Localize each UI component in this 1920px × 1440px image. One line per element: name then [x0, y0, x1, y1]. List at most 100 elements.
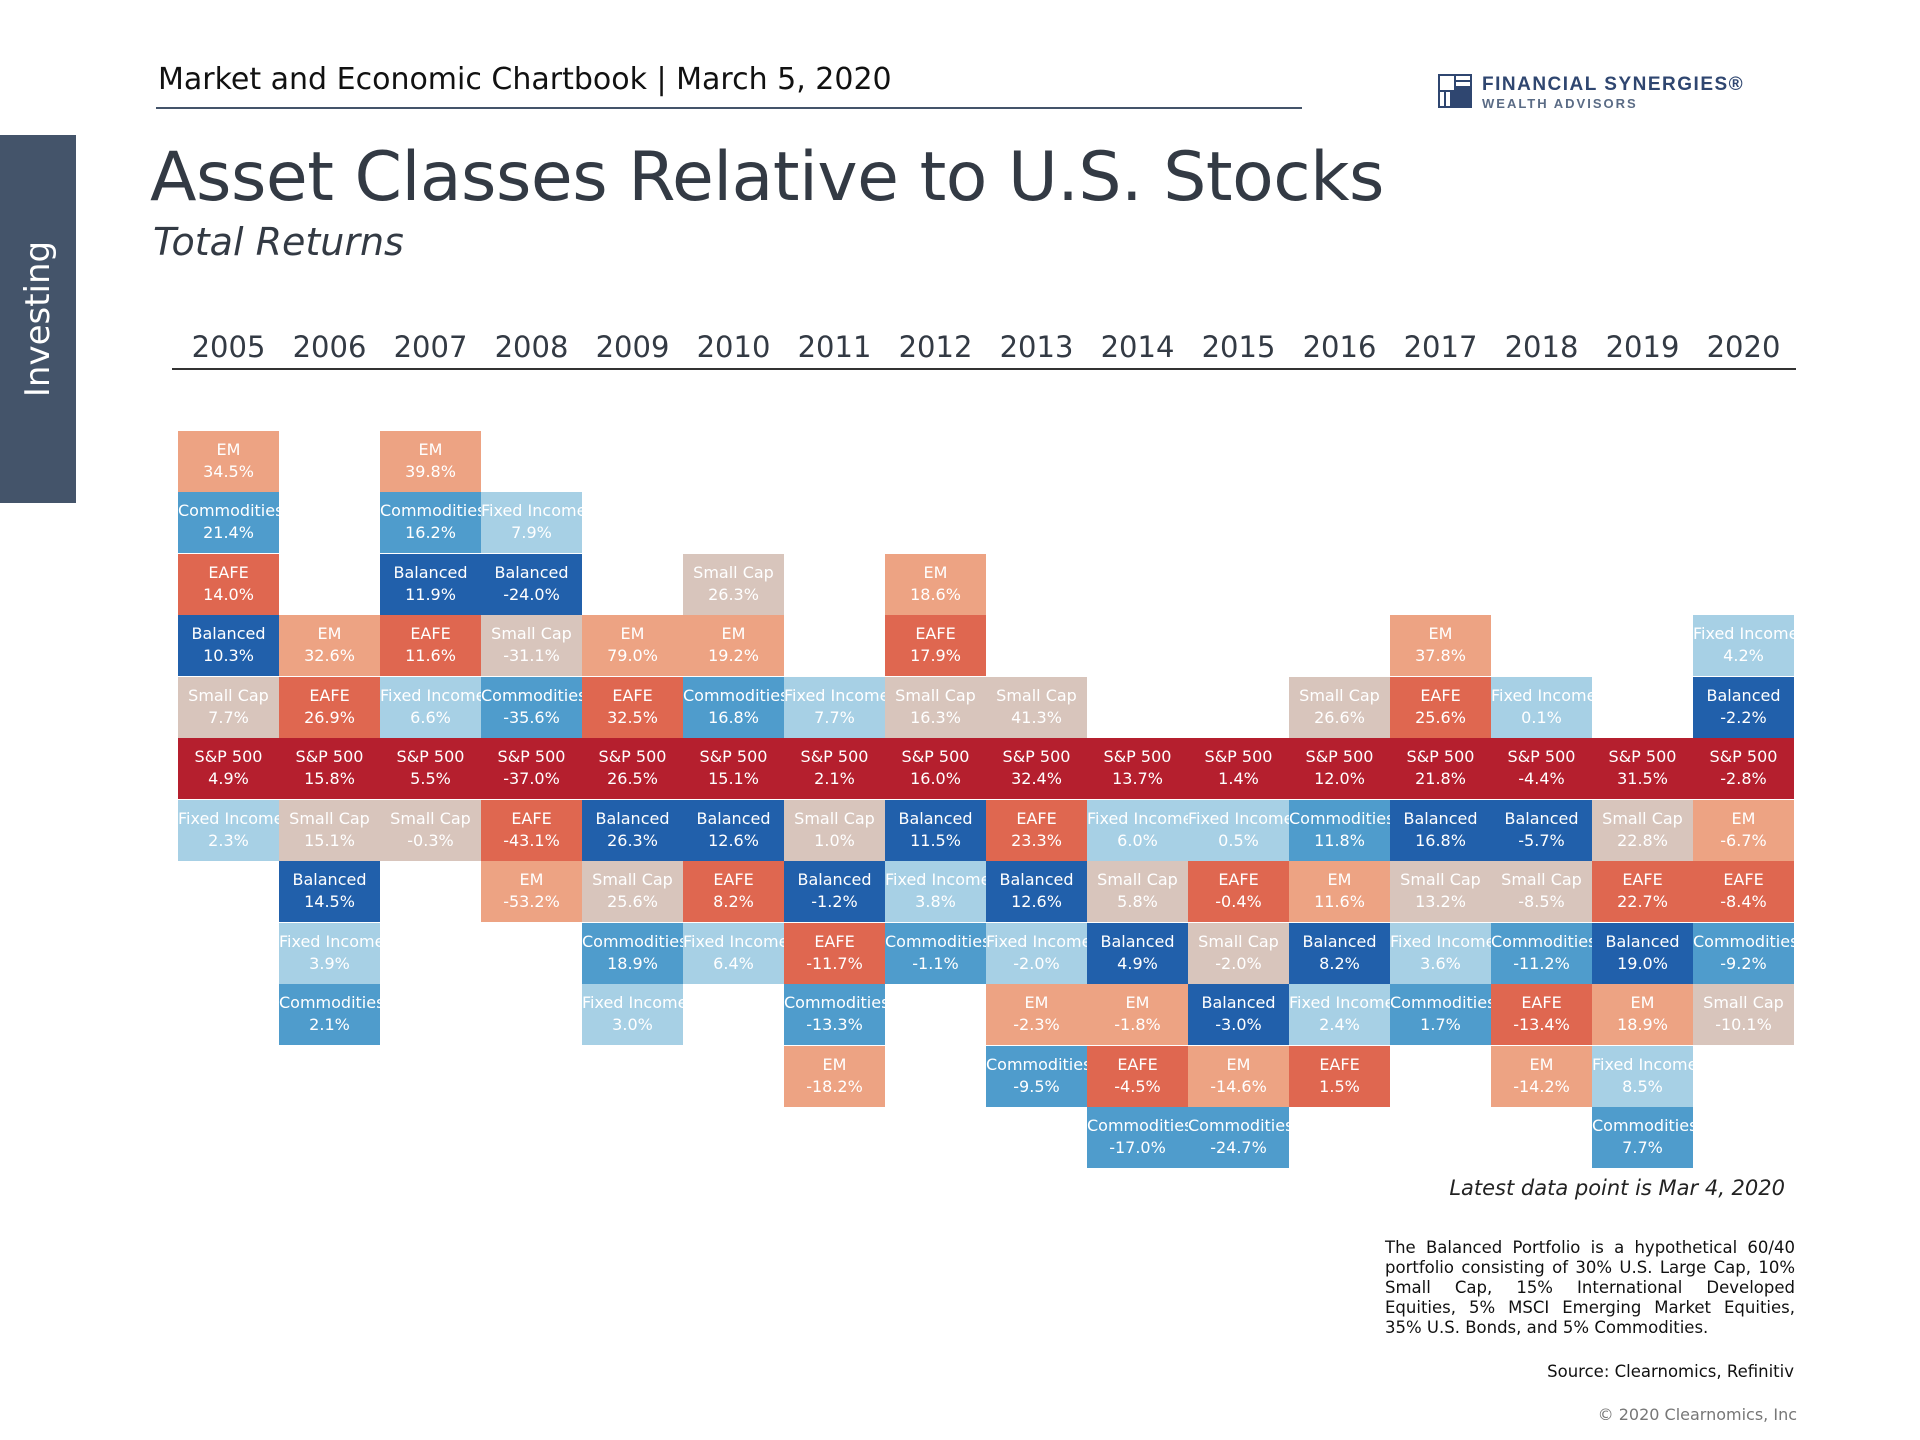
cell-asset-label: Commodities	[582, 931, 683, 951]
cell-asset-label: Small Cap	[491, 624, 572, 643]
cell-2020-eafe: EAFE -8.4%	[1693, 861, 1794, 922]
cell-return-value: 21.4%	[203, 523, 254, 542]
cell-return-value: 32.4%	[1011, 769, 1062, 788]
cell-asset-label: Commodities	[683, 685, 784, 705]
cell-asset-label: Commodities	[1693, 931, 1794, 951]
cell-return-value: -11.2%	[1513, 953, 1570, 973]
cell-return-value: -14.6%	[1210, 1076, 1267, 1096]
cell-return-value: -4.5%	[1114, 1076, 1161, 1096]
cell-asset-label: EM	[721, 624, 746, 643]
cell-return-value: 79.0%	[607, 646, 658, 665]
cell-return-value: 3.8%	[915, 892, 956, 911]
cell-2020-fixed-income: Fixed Income 4.2%	[1693, 615, 1794, 676]
cell-2019-eafe: EAFE 22.7%	[1592, 861, 1693, 922]
cell-return-value: -1.1%	[912, 953, 959, 973]
cell-2018-em: EM -14.2%	[1491, 1045, 1592, 1107]
cell-return-value: 34.5%	[203, 461, 254, 481]
cell-asset-label: Balanced	[393, 562, 468, 582]
cell-asset-label: S&P 500	[598, 747, 667, 766]
cell-asset-label: Commodities	[1592, 1116, 1693, 1135]
cell-asset-label: EM	[1327, 870, 1352, 889]
cell-return-value: 12.6%	[708, 830, 759, 850]
cell-2017-fixed-income: Fixed Income 3.6%	[1390, 922, 1491, 984]
cell-return-value: -14.2%	[1513, 1076, 1570, 1096]
cell-2011-commodities: Commodities -13.3%	[784, 984, 885, 1045]
cell-asset-label: EAFE	[208, 562, 249, 582]
cell-asset-label: Fixed Income	[885, 870, 986, 889]
cell-return-value: 15.1%	[708, 769, 759, 788]
cell-asset-label: Small Cap	[895, 685, 976, 705]
chartbook-header: Market and Economic Chartbook | March 5,…	[158, 62, 892, 97]
cell-asset-label: S&P 500	[901, 747, 970, 766]
cell-return-value: 23.3%	[1011, 830, 1062, 850]
cell-asset-label: S&P 500	[1507, 747, 1576, 766]
cell-2009-small-cap: Small Cap 25.6%	[582, 861, 683, 922]
cell-asset-label: EAFE	[915, 624, 956, 643]
year-label-2016: 2016	[1302, 330, 1377, 364]
cell-2012-small-cap: Small Cap 16.3%	[885, 676, 986, 738]
year-label-2012: 2012	[898, 330, 973, 364]
cell-asset-label: Fixed Income	[279, 931, 380, 951]
cell-return-value: 6.4%	[713, 953, 754, 973]
cell-return-value: -1.8%	[1114, 1015, 1161, 1034]
cell-asset-label: EM	[1428, 624, 1453, 643]
year-label-2007: 2007	[393, 330, 468, 364]
cell-return-value: 18.6%	[910, 584, 961, 604]
cell-asset-label: S&P 500	[1002, 747, 1071, 766]
cell-return-value: 16.3%	[910, 707, 961, 727]
cell-asset-label: Small Cap	[1703, 993, 1784, 1012]
cell-return-value: 8.5%	[1622, 1076, 1663, 1096]
cell-asset-label: EAFE	[1117, 1054, 1158, 1074]
cell-asset-label: EM	[923, 562, 948, 582]
cell-2011-fixed-income: Fixed Income 7.7%	[784, 676, 885, 738]
balanced-footnote: The Balanced Portfolio is a hypothetical…	[1385, 1238, 1795, 1337]
cell-2009-em: EM 79.0%	[582, 615, 683, 676]
cell-return-value: -37.0%	[503, 769, 560, 788]
cell-2008-fixed-income: Fixed Income 7.9%	[481, 492, 582, 553]
cell-2014-fixed-income: Fixed Income 6.0%	[1087, 799, 1188, 861]
source-note: Source: Clearnomics, Refinitiv	[1547, 1362, 1794, 1381]
cell-2013-sandp-500: S&P 500 32.4%	[986, 738, 1087, 799]
cell-asset-label: Small Cap	[1299, 685, 1380, 705]
cell-2016-fixed-income: Fixed Income 2.4%	[1289, 984, 1390, 1045]
cell-return-value: 7.7%	[814, 707, 855, 727]
cell-2015-sandp-500: S&P 500 1.4%	[1188, 738, 1289, 799]
cell-asset-label: Small Cap	[794, 808, 875, 828]
cell-return-value: 7.9%	[511, 523, 552, 542]
cell-2007-commodities: Commodities 16.2%	[380, 492, 481, 553]
year-label-2019: 2019	[1605, 330, 1680, 364]
year-label-2018: 2018	[1504, 330, 1579, 364]
cell-return-value: -8.4%	[1720, 892, 1767, 911]
cell-2015-balanced: Balanced -3.0%	[1188, 984, 1289, 1045]
cell-asset-label: EM	[1731, 808, 1756, 828]
cell-return-value: -2.0%	[1013, 953, 1060, 973]
cell-2016-commodities: Commodities 11.8%	[1289, 799, 1390, 861]
cell-asset-label: Fixed Income	[1188, 808, 1289, 828]
cell-2014-small-cap: Small Cap 5.8%	[1087, 861, 1188, 922]
cell-asset-label: EAFE	[1622, 870, 1663, 889]
cell-2009-sandp-500: S&P 500 26.5%	[582, 738, 683, 799]
cell-return-value: -11.7%	[806, 953, 863, 973]
cell-asset-label: Balanced	[1706, 685, 1781, 705]
header-divider	[156, 107, 1302, 109]
cell-return-value: 11.6%	[1314, 892, 1365, 911]
cell-2020-sandp-500: S&P 500 -2.8%	[1693, 738, 1794, 799]
cell-asset-label: EAFE	[511, 808, 552, 828]
cell-asset-label: Small Cap	[1198, 931, 1279, 951]
cell-2008-eafe: EAFE -43.1%	[481, 799, 582, 861]
cell-asset-label: Balanced	[1605, 931, 1680, 951]
cell-return-value: -24.0%	[503, 584, 560, 604]
cell-asset-label: EM	[519, 870, 544, 889]
cell-return-value: -2.2%	[1720, 707, 1767, 727]
cell-return-value: -17.0%	[1109, 1138, 1166, 1157]
cell-2008-em: EM -53.2%	[481, 861, 582, 922]
cell-asset-label: EM	[1630, 993, 1655, 1012]
cell-2010-commodities: Commodities 16.8%	[683, 676, 784, 738]
cell-2010-em: EM 19.2%	[683, 615, 784, 676]
cell-return-value: 16.8%	[1415, 830, 1466, 850]
cell-2018-fixed-income: Fixed Income 0.1%	[1491, 676, 1592, 738]
cell-asset-label: EM	[317, 624, 342, 643]
cell-return-value: 15.8%	[304, 769, 355, 788]
cell-return-value: 5.8%	[1117, 892, 1158, 911]
cell-return-value: 11.6%	[405, 646, 456, 665]
